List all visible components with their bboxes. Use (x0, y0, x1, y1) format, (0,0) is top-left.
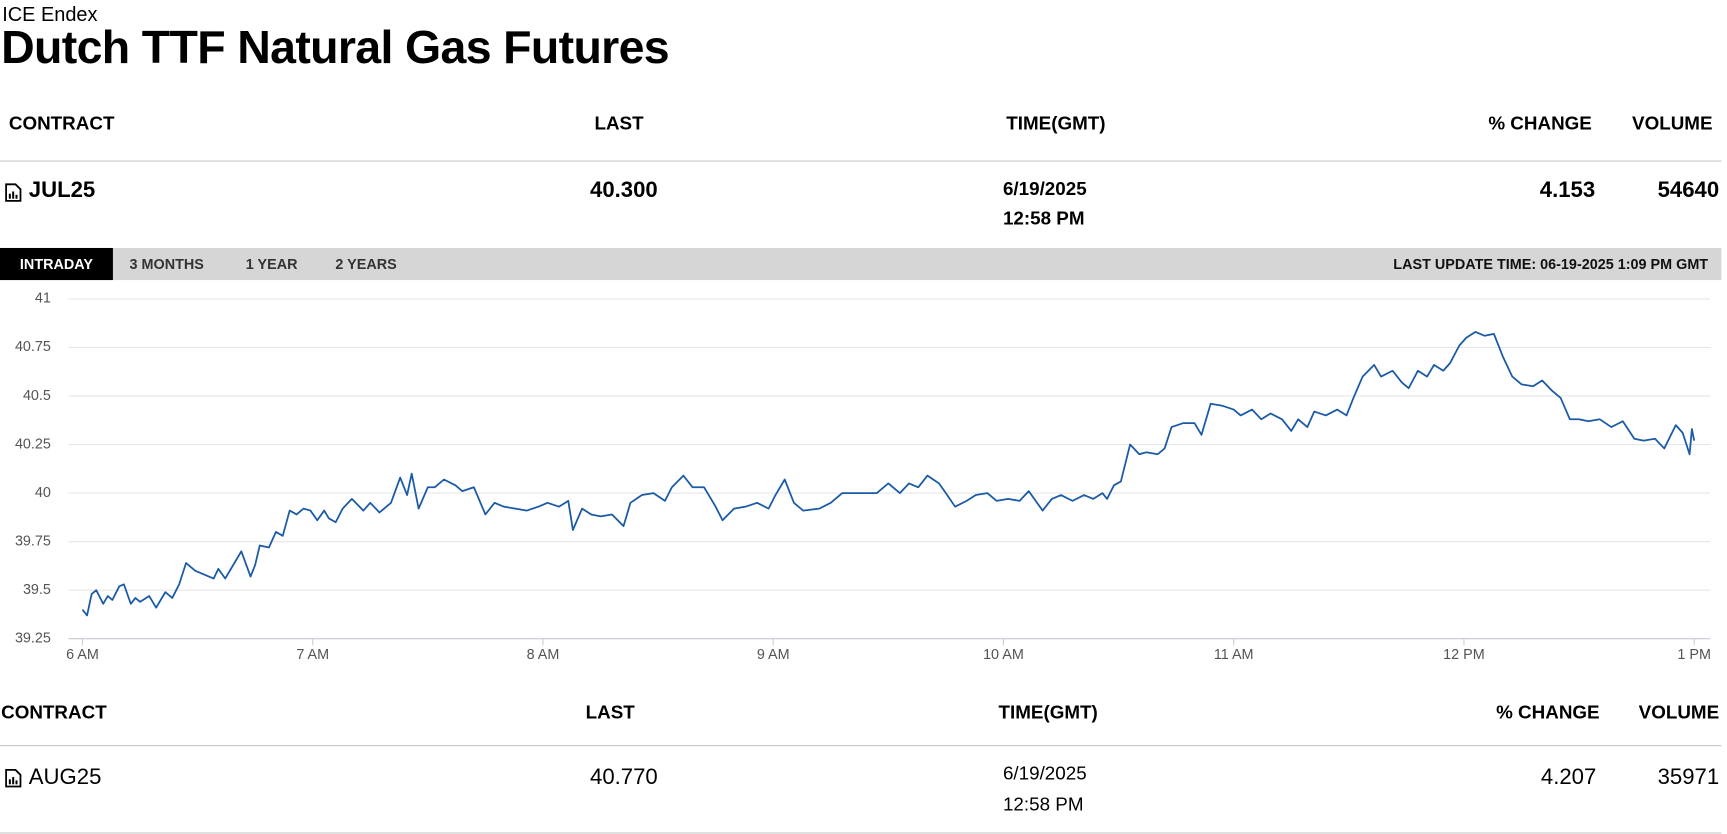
x-tick-label: 12 PM (1443, 647, 1485, 663)
contract-link[interactable]: JUL25 (28, 178, 96, 203)
trade-date: 6/19/2025 (1002, 178, 1087, 200)
percent-change: 4.153 (1539, 178, 1596, 203)
chart: 39.25 39.5 39.75 40 40.25 40.5 40.75 41 6 AM 7 AM… (15, 291, 1711, 663)
exchange: ICE Endex (2, 3, 98, 26)
trade-time: 12:58 PM (1002, 793, 1084, 815)
last-price: 40.770 (590, 764, 658, 790)
percent-change: 4.207 (1540, 764, 1597, 790)
chart-icon[interactable] (4, 183, 22, 203)
column-header: TIME(GMT) (998, 701, 1098, 723)
y-tick-label: 40.5 (23, 388, 51, 404)
chart-icon[interactable] (4, 768, 22, 788)
column-header: TIME(GMT) (1006, 112, 1106, 134)
tab-bar: INTRADAY 3 MONTHS 1 YEAR 2 YEARS LAST UP… (0, 247, 1722, 281)
column-header: CONTRACT (1, 701, 107, 723)
volume: 54640 (1657, 178, 1720, 203)
tab[interactable]: 3 MONTHS (129, 255, 204, 273)
tab[interactable]: 1 YEAR (245, 255, 298, 273)
y-tick-label: 39.5 (23, 582, 51, 598)
x-tick-label: 9 AM (757, 647, 790, 663)
column-header: CONTRACT (8, 112, 115, 134)
x-tick-label: 8 AM (527, 647, 560, 663)
contract-link[interactable]: AUG25 (28, 764, 102, 790)
page-title: Dutch TTF Natural Gas Futures (1, 21, 670, 74)
x-tick-label: 6 AM (66, 647, 99, 663)
volume: 35971 (1657, 764, 1720, 790)
column-header: % CHANGE (1488, 112, 1592, 134)
trade-time: 12:58 PM (1002, 208, 1085, 230)
tab[interactable]: INTRADAY (0, 247, 113, 281)
last-price: 40.300 (590, 178, 658, 203)
trade-date: 6/19/2025 (1002, 762, 1087, 784)
column-header: VOLUME (1632, 112, 1713, 134)
price-line (81, 331, 1696, 617)
column-header: LAST (594, 112, 644, 134)
y-tick-label: 39.25 (15, 631, 51, 647)
x-tick-label: 1 PM (1677, 647, 1711, 663)
y-tick-label: 39.75 (15, 533, 51, 549)
column-header: VOLUME (1638, 701, 1720, 723)
y-tick-label: 40.75 (15, 339, 51, 355)
column-header: % CHANGE (1496, 701, 1600, 723)
divider (0, 832, 1722, 834)
divider (0, 745, 1722, 747)
x-tick-label: 11 AM (1214, 647, 1254, 663)
y-tick-label: 41 (35, 291, 51, 307)
x-tick-label: 7 AM (296, 647, 329, 663)
y-tick-label: 40 (35, 485, 51, 501)
tab[interactable]: 2 YEARS (335, 255, 397, 273)
column-header: LAST (585, 701, 635, 723)
y-tick-label: 40.25 (15, 436, 51, 452)
last-update: LAST UPDATE TIME: 06-19-2025 1:09 PM GMT (1393, 255, 1709, 273)
x-tick-label: 10 AM (983, 647, 1024, 663)
divider (0, 160, 1722, 162)
